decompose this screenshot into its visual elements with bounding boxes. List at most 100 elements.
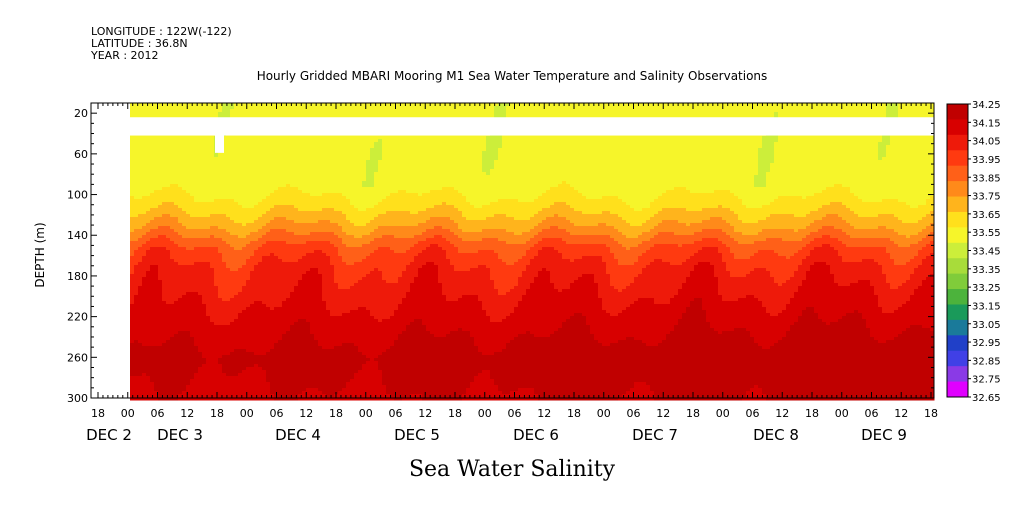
heatmap-cell	[210, 277, 215, 281]
heatmap-cell	[154, 352, 159, 356]
heatmap-cell	[330, 193, 335, 197]
heatmap-cell	[294, 280, 299, 284]
heatmap-cell	[178, 199, 183, 203]
heatmap-cell	[234, 112, 239, 116]
heatmap-cell	[254, 151, 259, 155]
heatmap-cell	[298, 244, 303, 248]
heatmap-cell	[190, 241, 195, 245]
heatmap-cell	[146, 319, 151, 323]
heatmap-cell	[322, 247, 327, 251]
heatmap-cell	[130, 310, 135, 314]
heatmap-cell	[266, 304, 271, 308]
heatmap-cell	[182, 331, 187, 335]
heatmap-cell	[186, 190, 191, 194]
heatmap-cell	[214, 325, 219, 329]
heatmap-cell	[242, 370, 247, 374]
heatmap-cell	[162, 391, 167, 395]
heatmap-cell	[238, 202, 243, 206]
heatmap-cell	[322, 301, 327, 305]
heatmap-cell	[174, 178, 179, 182]
heatmap-cell	[250, 343, 255, 347]
heatmap-cell	[238, 313, 243, 317]
heatmap-cell	[290, 256, 295, 260]
heatmap-cell	[166, 220, 171, 224]
heatmap-cell	[226, 262, 231, 266]
heatmap-cell	[258, 298, 263, 302]
heatmap-cell	[326, 394, 331, 398]
heatmap-cell	[150, 346, 155, 350]
heatmap-cell	[166, 271, 171, 275]
heatmap-cell	[270, 247, 275, 251]
heatmap-cell	[242, 184, 247, 188]
heatmap-cell	[294, 262, 299, 266]
heatmap-cell	[314, 187, 319, 191]
heatmap-cell	[262, 343, 267, 347]
heatmap-cell	[158, 376, 163, 380]
heatmap-cell	[306, 394, 311, 398]
heatmap-cell	[246, 178, 251, 182]
heatmap-cell	[202, 397, 207, 401]
heatmap-cell	[222, 262, 227, 266]
heatmap-cell	[318, 337, 323, 341]
heatmap-cell	[170, 196, 175, 200]
heatmap-cell	[254, 307, 259, 311]
heatmap-cell	[330, 145, 335, 149]
heatmap-cell	[206, 139, 211, 143]
heatmap-cell	[294, 289, 299, 293]
heatmap-cell	[242, 397, 247, 401]
heatmap-cell	[218, 160, 223, 164]
heatmap-cell	[250, 226, 255, 230]
heatmap-cell	[130, 382, 135, 386]
heatmap-cell	[254, 361, 259, 365]
heatmap-cell	[214, 307, 219, 311]
heatmap-cell	[238, 361, 243, 365]
heatmap-cell	[270, 217, 275, 221]
heatmap-cell	[286, 157, 291, 161]
heatmap-cell	[270, 190, 275, 194]
heatmap-cell	[158, 238, 163, 242]
heatmap-cell	[254, 175, 259, 179]
heatmap-cell	[302, 325, 307, 329]
heatmap-cell	[234, 172, 239, 176]
heatmap-cell	[250, 166, 255, 170]
heatmap-cell	[222, 145, 227, 149]
heatmap-cell	[266, 217, 271, 221]
heatmap-cell	[130, 223, 135, 227]
heatmap-cell	[218, 181, 223, 185]
heatmap-cell	[186, 208, 191, 212]
heatmap-cell	[262, 367, 267, 371]
heatmap-cell	[250, 169, 255, 173]
heatmap-cell	[234, 385, 239, 389]
heatmap-cell	[282, 232, 287, 236]
heatmap-cell	[142, 334, 147, 338]
heatmap-cell	[286, 211, 291, 215]
heatmap-cell	[198, 370, 203, 374]
heatmap-cell	[194, 115, 199, 119]
heatmap-cell	[254, 253, 259, 257]
heatmap-cell	[322, 391, 327, 395]
heatmap-cell	[230, 307, 235, 311]
heatmap-cell	[186, 319, 191, 323]
heatmap-cell	[234, 274, 239, 278]
heatmap-cell	[262, 193, 267, 197]
heatmap-cell	[250, 385, 255, 389]
heatmap-cell	[322, 139, 327, 143]
heatmap-cell	[150, 178, 155, 182]
heatmap-cell	[146, 397, 151, 401]
heatmap-cell	[194, 337, 199, 341]
heatmap-cell	[222, 367, 227, 371]
heatmap-cell	[178, 352, 183, 356]
heatmap-cell	[262, 376, 267, 380]
heatmap-cell	[274, 337, 279, 341]
heatmap-cell	[150, 373, 155, 377]
heatmap-cell	[302, 151, 307, 155]
heatmap-cell	[326, 268, 331, 272]
heatmap-cell	[182, 190, 187, 194]
heatmap-cell	[286, 136, 291, 140]
heatmap-cell	[282, 268, 287, 272]
heatmap-cell	[258, 358, 263, 362]
heatmap-cell	[178, 241, 183, 245]
heatmap-cell	[194, 181, 199, 185]
heatmap-cell	[194, 190, 199, 194]
heatmap-cell	[282, 109, 287, 113]
